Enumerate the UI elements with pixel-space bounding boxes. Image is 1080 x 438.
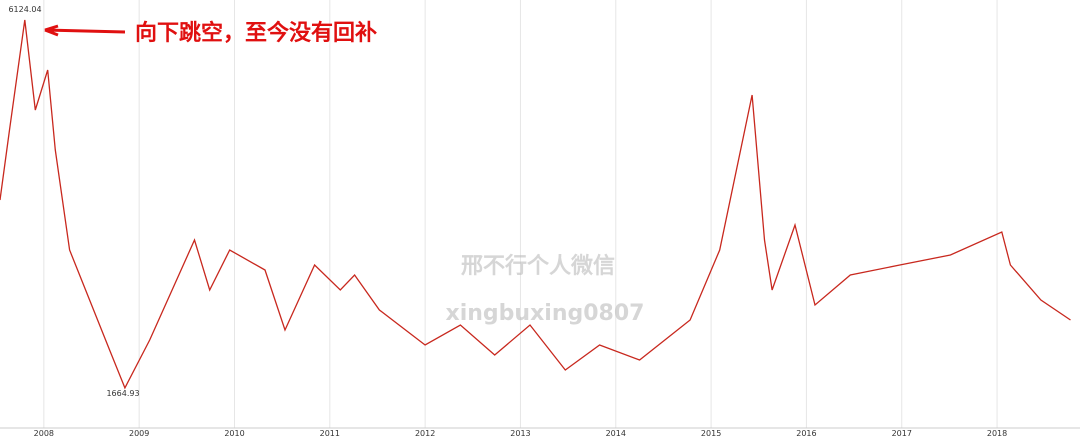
low-label: 1664.93	[106, 389, 139, 398]
x-tick-label: 2010	[224, 429, 244, 438]
watermark: 邢不行个人微信	[461, 253, 615, 279]
x-tick-label: 2018	[987, 429, 1007, 438]
x-tick-label: 2012	[415, 429, 435, 438]
x-tick-label: 2016	[796, 429, 816, 438]
watermark: xingbuxing0807	[446, 301, 645, 326]
arrow	[44, 24, 126, 37]
x-tick-label: 2009	[129, 429, 149, 438]
x-tick-label: 2011	[320, 429, 340, 438]
callout: 向下跳空，至今没有回补	[135, 20, 377, 46]
x-tick-label: 2008	[34, 429, 54, 438]
peak-label: 6124.04	[8, 5, 41, 14]
x-tick-label: 2015	[701, 429, 721, 438]
x-tick-label: 2013	[510, 429, 530, 438]
x-tick-label: 2017	[892, 429, 912, 438]
price-line	[0, 19, 1071, 390]
x-tick-label: 2014	[606, 429, 626, 438]
